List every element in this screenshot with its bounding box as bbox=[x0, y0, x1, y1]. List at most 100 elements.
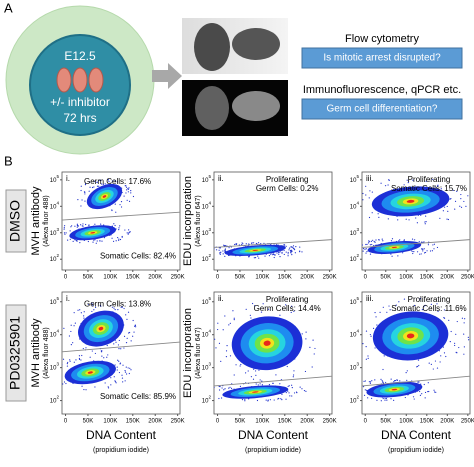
event-dot bbox=[240, 244, 243, 246]
tick-exp: 5 bbox=[56, 296, 59, 301]
event-dot bbox=[433, 248, 435, 250]
event-dot bbox=[399, 239, 401, 241]
event-dot bbox=[405, 218, 407, 220]
event-dot bbox=[292, 374, 295, 376]
event-dot bbox=[262, 303, 264, 305]
plot-numeral: iii. bbox=[366, 294, 374, 303]
x-tick-label: 200K bbox=[300, 275, 314, 281]
event-dot bbox=[114, 179, 116, 182]
treatment: +/- inhibitor bbox=[50, 95, 110, 109]
event-dot bbox=[363, 380, 365, 382]
event-dot bbox=[394, 380, 396, 382]
panel-label: A bbox=[4, 0, 13, 15]
event-dot bbox=[101, 355, 103, 357]
event-dot bbox=[52, 375, 53, 376]
event-dot bbox=[85, 347, 87, 349]
tick-base: 10 bbox=[202, 177, 209, 183]
event-dot bbox=[394, 379, 397, 382]
event-dot bbox=[291, 305, 293, 307]
event-dot bbox=[362, 385, 365, 388]
event-dot bbox=[270, 253, 272, 255]
event-dot bbox=[366, 243, 368, 245]
y-tick-label: 105 bbox=[350, 296, 360, 305]
event-dot bbox=[367, 397, 369, 399]
gate-label: Germ Cells: 14.4% bbox=[254, 304, 321, 313]
event-dot bbox=[63, 228, 65, 230]
density-contour bbox=[391, 388, 398, 391]
event-dot bbox=[63, 381, 66, 383]
event-dot bbox=[97, 181, 99, 183]
event-dot bbox=[288, 385, 290, 387]
event-dot bbox=[224, 388, 226, 390]
event-dot bbox=[73, 361, 75, 363]
y-tick-label: 104 bbox=[350, 329, 360, 338]
tick-exp: 2 bbox=[356, 253, 359, 258]
event-dot bbox=[423, 248, 425, 250]
event-dot bbox=[288, 247, 291, 249]
event-dot bbox=[452, 189, 454, 192]
event-dot bbox=[257, 255, 259, 257]
event-dot bbox=[124, 380, 126, 382]
event-dot bbox=[79, 309, 81, 311]
event-dot bbox=[372, 327, 375, 329]
event-dot bbox=[107, 386, 109, 388]
event-dot bbox=[101, 183, 103, 185]
event-dot bbox=[214, 386, 215, 388]
density-contour bbox=[87, 371, 93, 374]
event-dot bbox=[443, 206, 446, 208]
event-dot bbox=[455, 351, 457, 353]
event-dot bbox=[269, 399, 271, 401]
event-dot bbox=[80, 185, 82, 187]
x-tick-label: 100K bbox=[103, 419, 117, 425]
event-dot bbox=[130, 340, 132, 342]
x-tick-label: 250K bbox=[323, 419, 337, 425]
event-dot bbox=[67, 361, 69, 364]
event-dot bbox=[356, 388, 357, 389]
density-plot bbox=[356, 298, 470, 402]
event-dot bbox=[389, 309, 391, 311]
event-dot bbox=[467, 336, 469, 338]
event-dot bbox=[416, 251, 419, 253]
event-dot bbox=[375, 316, 377, 318]
gonad bbox=[232, 91, 280, 121]
y-axis-subtitle: (Alexa fluor 488) bbox=[43, 195, 50, 246]
x-tick-label: 100K bbox=[103, 275, 117, 281]
event-dot bbox=[364, 380, 367, 382]
y-axis-subtitle: (Alexa fluor 488) bbox=[43, 327, 50, 378]
event-dot bbox=[278, 253, 280, 255]
event-dot bbox=[240, 363, 242, 366]
event-dot bbox=[129, 331, 131, 334]
event-dot bbox=[405, 372, 407, 374]
event-dot bbox=[448, 319, 450, 321]
y-tick-label: 102 bbox=[202, 395, 212, 404]
event-dot bbox=[413, 304, 416, 307]
tick-exp: 3 bbox=[56, 227, 59, 232]
event-dot bbox=[121, 377, 124, 379]
event-dot bbox=[267, 399, 269, 401]
event-dot bbox=[244, 399, 246, 401]
event-dot bbox=[118, 238, 120, 240]
event-dot bbox=[245, 372, 247, 374]
event-dot bbox=[273, 256, 275, 259]
x-tick-label: 50K bbox=[380, 275, 391, 281]
event-dot bbox=[360, 387, 361, 388]
event-dot bbox=[83, 311, 85, 313]
event-dot bbox=[437, 184, 439, 186]
event-dot bbox=[111, 306, 114, 308]
event-dot bbox=[407, 181, 409, 184]
event-dot bbox=[118, 360, 120, 362]
event-dot bbox=[220, 397, 223, 399]
tick-exp: 3 bbox=[356, 227, 359, 232]
event-dot bbox=[384, 185, 387, 187]
gate-label: Proliferating bbox=[408, 175, 451, 184]
event-dot bbox=[118, 347, 120, 350]
event-dot bbox=[115, 211, 117, 213]
event-dot bbox=[88, 224, 90, 226]
event-dot bbox=[380, 378, 382, 380]
event-dot bbox=[373, 240, 375, 243]
event-dot bbox=[78, 358, 81, 361]
y-tick-label: 103 bbox=[350, 362, 360, 371]
event-dot bbox=[429, 250, 432, 252]
event-dot bbox=[117, 359, 119, 361]
event-dot bbox=[412, 396, 415, 398]
